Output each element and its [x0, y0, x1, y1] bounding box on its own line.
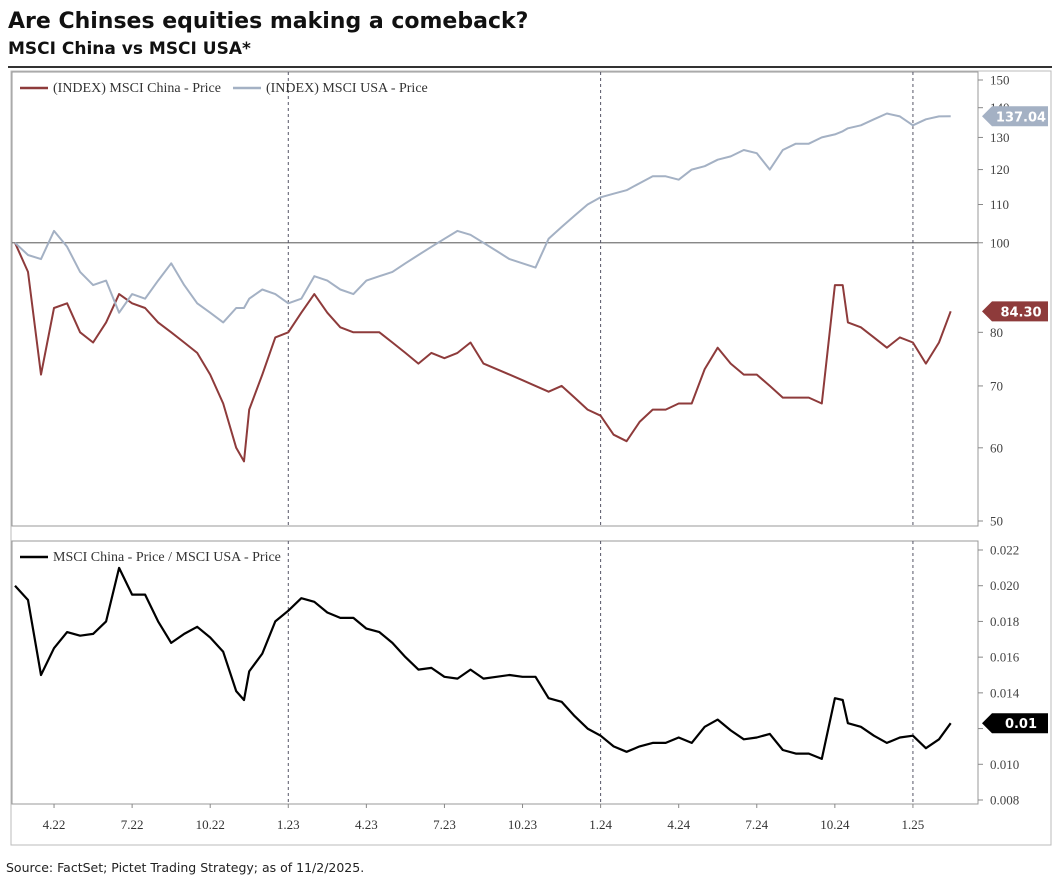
y-tick-label: 0.018	[990, 614, 1019, 629]
y-tick-label: 0.016	[990, 650, 1020, 665]
y-tick-label: 80	[990, 325, 1003, 340]
chart-title: Are Chinses equities making a comeback?	[8, 9, 528, 34]
y-tick-label: 60	[990, 440, 1003, 455]
legend-label: (INDEX) MSCI China - Price	[53, 81, 221, 96]
y-tick-label: 0.020	[990, 578, 1019, 593]
series-line	[14, 112, 951, 324]
x-tick-label: 7.23	[433, 817, 456, 832]
legend-label: (INDEX) MSCI USA - Price	[266, 81, 428, 96]
last-value-tag	[982, 713, 1048, 734]
y-tick-label: 0.008	[990, 793, 1019, 808]
x-tick-label: 1.24	[589, 817, 612, 832]
last-value-tag	[982, 106, 1048, 127]
x-tick-label: 1.23	[277, 817, 300, 832]
x-tick-label: 10.22	[196, 817, 225, 832]
y-tick-label: 120	[990, 162, 1010, 177]
y-tick-label: 50	[990, 514, 1003, 529]
y-tick-label: 130	[990, 130, 1010, 145]
panel-frame	[11, 71, 979, 527]
y-tick-label: 0.010	[990, 757, 1019, 772]
outer-frame	[10, 70, 1052, 846]
panel-frame	[11, 540, 979, 805]
legend-label: MSCI China - Price / MSCI USA - Price	[53, 550, 281, 565]
y-tick-label: 0.014	[990, 685, 1020, 700]
y-tick-label: 0.022	[990, 543, 1019, 558]
last-value-label: 0.01	[1005, 717, 1037, 732]
x-tick-label: 10.23	[508, 817, 537, 832]
y-tick-label: 100	[990, 235, 1010, 250]
y-tick-label: 110	[990, 197, 1009, 212]
series-line	[14, 242, 952, 463]
x-tick-label: 1.25	[902, 817, 925, 832]
x-tick-label: 7.24	[745, 817, 768, 832]
source-note: Source: FactSet; Pictet Trading Strategy…	[6, 860, 364, 875]
last-value-label: 137.04	[996, 110, 1046, 125]
last-value-label: 84.30	[1000, 305, 1041, 320]
last-value-tag	[982, 301, 1048, 322]
x-tick-label: 4.24	[667, 817, 690, 832]
x-tick-label: 4.23	[355, 817, 378, 832]
x-tick-label: 10.24	[820, 817, 850, 832]
y-tick-label: 150	[990, 73, 1010, 88]
series-line	[14, 566, 952, 760]
y-tick-label: 70	[990, 378, 1003, 393]
x-tick-label: 4.22	[43, 817, 66, 832]
x-tick-label: 7.22	[121, 817, 144, 832]
chart-subtitle: MSCI China vs MSCI USA*	[8, 39, 251, 59]
